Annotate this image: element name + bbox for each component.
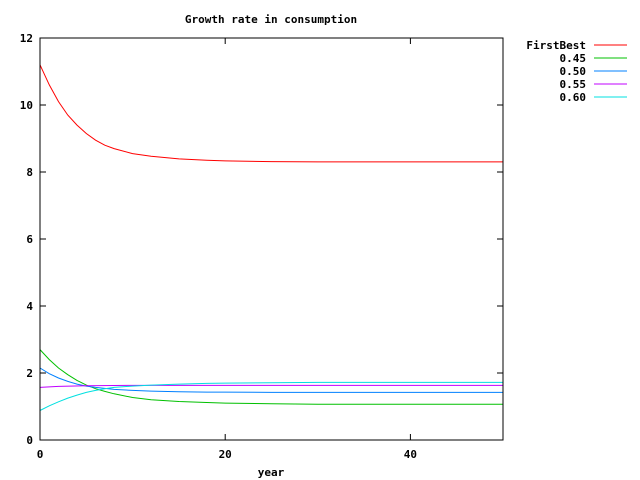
y-tick-label: 4 <box>26 300 33 313</box>
series-layer <box>39 64 503 411</box>
y-axis: 0 2 4 6 8 10 12 <box>20 32 503 447</box>
x-tick-label: 20 <box>219 448 232 461</box>
series-line-0-60 <box>39 381 503 411</box>
y-tick-label: 10 <box>20 99 33 112</box>
legend-label: 0.45 <box>560 52 587 65</box>
legend-label: 0.60 <box>560 91 587 104</box>
legend-label: FirstBest <box>526 39 586 52</box>
x-tick-label: 40 <box>404 448 417 461</box>
x-axis-label: year <box>258 466 285 479</box>
x-tick-label: 0 <box>37 448 44 461</box>
y-tick-label: 6 <box>26 233 33 246</box>
series-line-0-55 <box>39 384 503 388</box>
y-tick-label: 2 <box>26 367 33 380</box>
series-line-0-50 <box>39 367 503 393</box>
y-tick-label: 12 <box>20 32 33 45</box>
legend-label: 0.50 <box>560 65 587 78</box>
x-axis: 0 20 40 <box>37 38 417 461</box>
series-line-0-45 <box>39 349 503 405</box>
y-tick-label: 0 <box>26 434 33 447</box>
chart-title: Growth rate in consumption <box>185 13 357 26</box>
y-tick-label: 8 <box>26 166 33 179</box>
series-line-firstbest <box>39 64 503 163</box>
plot-frame <box>39 37 504 441</box>
legend-label: 0.55 <box>560 78 587 91</box>
